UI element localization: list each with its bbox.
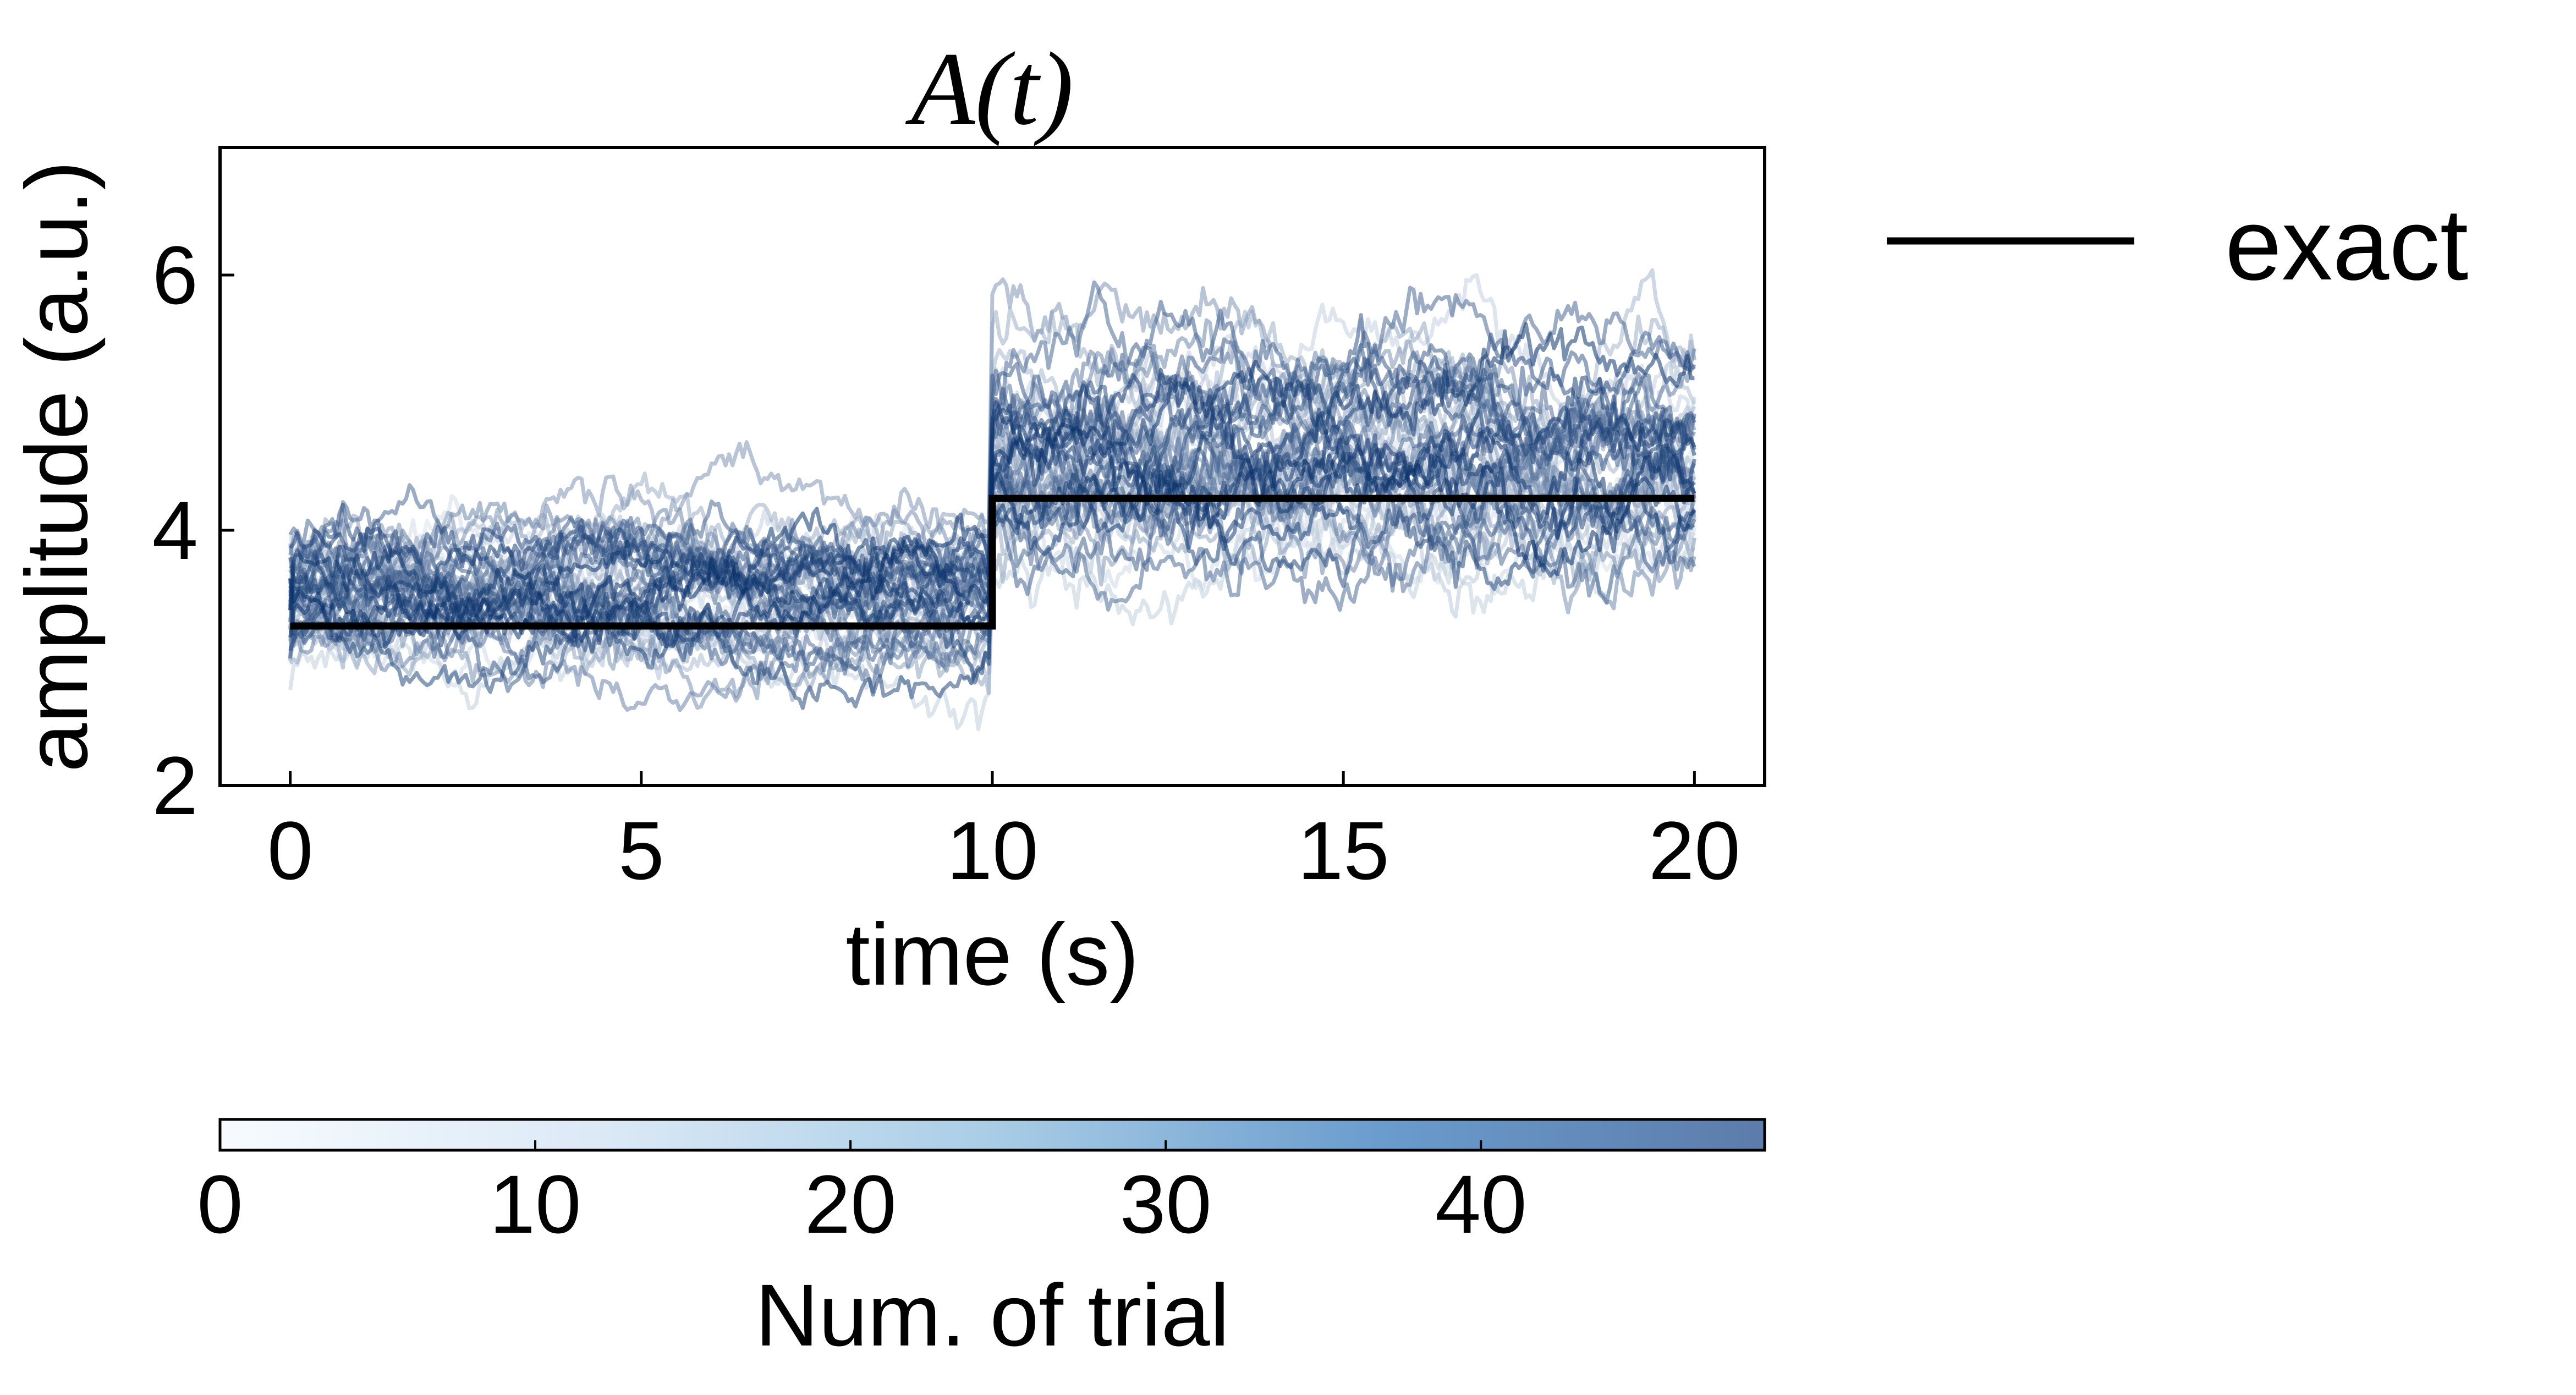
exact-series-line	[290, 495, 1695, 630]
colorbar-tick-label: 40	[1435, 1158, 1527, 1250]
trial-line	[288, 322, 1695, 619]
y-tick-label: 2	[152, 739, 198, 832]
chart-title: A(t)	[905, 31, 1073, 147]
x-tick-label: 5	[618, 804, 664, 897]
colorbar-tick-label: 30	[1120, 1158, 1212, 1250]
legend: exact	[1887, 188, 2468, 301]
legend-label-exact: exact	[2225, 188, 2468, 301]
x-tick-label: 15	[1298, 804, 1389, 897]
colorbar-ticks: 0 10 20 30 40	[197, 1140, 1527, 1250]
colorbar-tick-label: 0	[197, 1158, 243, 1250]
y-axis-ticks: 2 4 6	[152, 229, 234, 832]
colorbar-tick-label: 20	[805, 1158, 897, 1250]
x-tick-label: 0	[267, 804, 313, 897]
colorbar: 0 10 20 30 40 Num. of trial	[197, 1118, 1766, 1364]
colorbar-label: Num. of trial	[755, 1266, 1229, 1364]
y-tick-label: 4	[152, 484, 198, 576]
trial-lines	[288, 268, 1696, 732]
y-tick-label: 6	[152, 229, 198, 321]
colorbar-tick-label: 10	[490, 1158, 581, 1250]
colorbar-gradient	[218, 1118, 1766, 1152]
x-tick-label: 20	[1649, 804, 1740, 897]
y-axis-label: amplitude (a.u.)	[7, 161, 106, 772]
x-axis-ticks: 0 5 10 15 20	[267, 771, 1740, 897]
x-tick-label: 10	[947, 804, 1039, 897]
x-axis-label: time (s)	[845, 905, 1139, 1003]
trial-line	[288, 300, 1696, 615]
